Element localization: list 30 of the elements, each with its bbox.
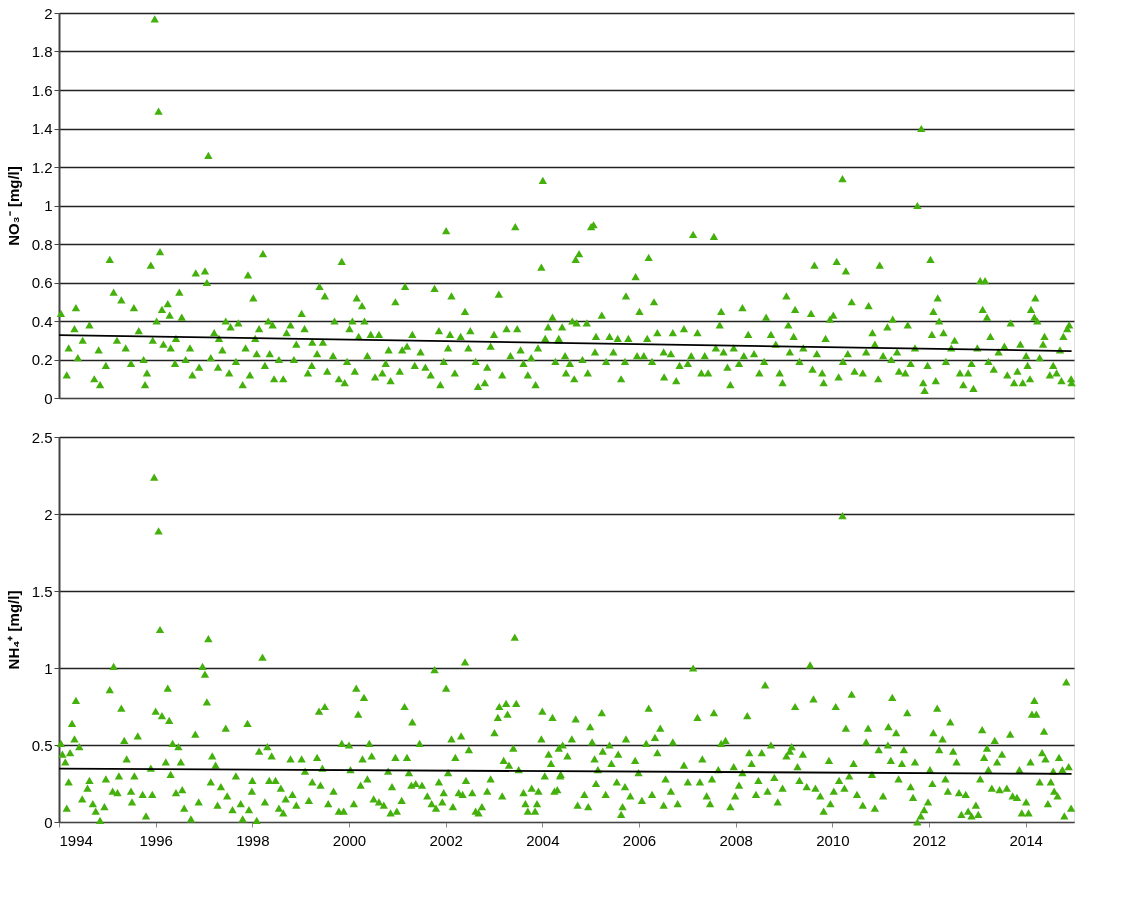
- x-tick-label: 1994: [59, 831, 93, 849]
- x-tick-label: 2014: [1009, 831, 1043, 849]
- y-tick-label: 2: [44, 4, 53, 22]
- x-tick-label: 2000: [332, 831, 367, 849]
- x-tick-label: 2006: [622, 831, 657, 849]
- y-tick-label: 0.2: [31, 351, 53, 368]
- y-tick-label: 1: [44, 659, 53, 677]
- y-tick-label: 2.5: [31, 428, 53, 446]
- y-axis-title: NO₃⁻ [mg/l]: [4, 166, 22, 246]
- y-tick-label: 1.6: [31, 81, 53, 99]
- y-tick-label: 1.5: [31, 582, 53, 600]
- y-tick-label: 0: [44, 813, 53, 831]
- x-tick-label: 2004: [526, 831, 560, 849]
- x-tick-label: 2008: [719, 831, 753, 849]
- y-tick-label: 0.6: [31, 274, 53, 291]
- y-tick-label: 0.5: [31, 736, 53, 754]
- y-axis-title: NH₄⁺ [mg/l]: [4, 590, 22, 670]
- y-tick-label: 0.8: [31, 235, 53, 253]
- y-tick-label: 1.8: [31, 43, 53, 60]
- x-tick-label: 2012: [912, 831, 947, 849]
- y-tick-label: 0.4: [31, 312, 53, 330]
- y-tick-label: 0: [44, 389, 53, 407]
- x-tick-label: 2002: [429, 831, 463, 849]
- y-tick-label: 1.4: [31, 120, 53, 137]
- x-tick-label: 2010: [816, 831, 850, 849]
- y-tick-label: 1.2: [31, 158, 53, 176]
- y-tick-label: 2: [44, 505, 53, 523]
- x-tick-label: 1998: [236, 831, 270, 849]
- y-tick-label: 1: [44, 197, 53, 214]
- x-tick-label: 1996: [139, 831, 173, 849]
